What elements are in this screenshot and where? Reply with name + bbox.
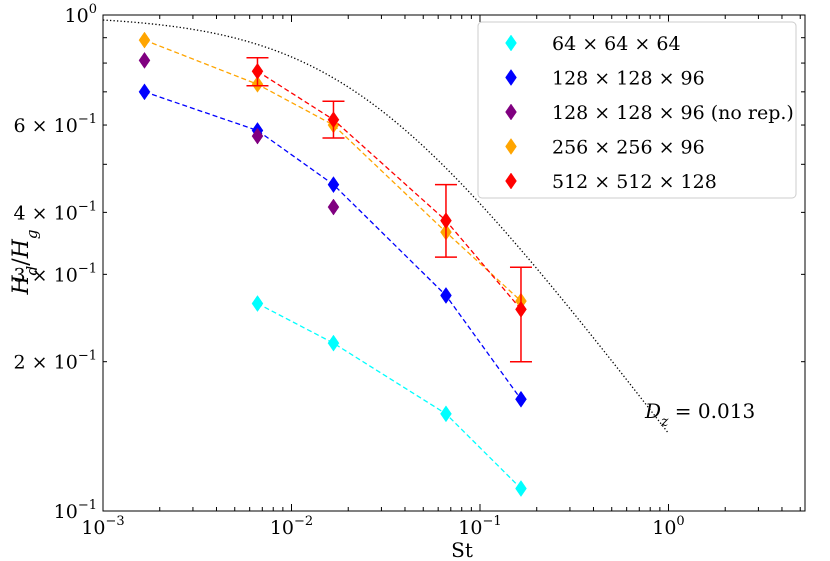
legend-marker	[505, 69, 517, 86]
series-2	[138, 51, 340, 216]
series-1	[138, 83, 527, 408]
y_ticks-exp: −1	[78, 349, 97, 364]
x_ticks-base: 10	[81, 517, 105, 539]
series-line	[257, 70, 522, 310]
legend-marker	[505, 103, 517, 121]
data-point	[440, 405, 452, 423]
data-point	[440, 287, 452, 304]
y_ticks-coef: 4 ×	[14, 202, 54, 224]
data-point	[251, 62, 264, 80]
legend: 64 × 64 × 64 128 × 128 × 96 128 × 128 × 96…	[477, 21, 797, 199]
y-tick-label: 6 × 10−1	[14, 112, 97, 137]
x-tick-label: 10−2	[270, 514, 313, 539]
x_ticks-base: 10	[270, 517, 294, 539]
x_ticks-base: 10	[652, 517, 676, 539]
data-point	[138, 51, 151, 69]
y_ticks-coef: 6 ×	[14, 115, 54, 137]
data-point	[515, 480, 527, 497]
legend-label: 64 × 64 × 64	[552, 33, 681, 55]
x-tick-label: 10−1	[458, 514, 501, 539]
data-point	[327, 111, 340, 129]
y_ticks-base: 10	[54, 264, 78, 286]
y_ticks-exp: −1	[78, 498, 97, 513]
y_ticks-coef: 2 ×	[14, 352, 54, 374]
annotation-value: = 0.013	[668, 399, 755, 423]
x-axis-label: St	[451, 538, 473, 561]
series-line	[257, 302, 522, 489]
y_ticks-exp: −1	[78, 112, 97, 127]
data-point	[327, 176, 340, 194]
data-point	[327, 198, 340, 216]
legend-label: 128 × 128 × 96	[552, 68, 705, 90]
data-point	[138, 83, 151, 101]
theory-curve	[102, 19, 669, 434]
y-tick-label: 10−1	[54, 498, 97, 523]
y-label-num-sub: d	[23, 266, 41, 276]
y_ticks-exp: 0	[89, 2, 97, 17]
legend-item: 512 × 512 × 128	[505, 171, 717, 193]
x_ticks-exp: −1	[482, 514, 501, 529]
data-point	[138, 31, 151, 49]
data-point	[251, 295, 264, 312]
legend-box	[477, 21, 797, 199]
y-tick-label: 3 × 10−1	[14, 261, 97, 286]
y-tick-label: 4 × 10−1	[14, 199, 97, 224]
y-label-num: H	[9, 275, 34, 296]
annotation-sub: z	[660, 414, 669, 430]
x_ticks-exp: 0	[676, 514, 684, 529]
legend-label: 256 × 256 × 96	[552, 137, 705, 159]
annotation-dz: Dz = 0.013	[644, 399, 755, 430]
data-point	[440, 212, 452, 230]
series-0	[251, 295, 527, 497]
plot-area	[102, 19, 669, 497]
x-tick-label: 10−3	[81, 514, 124, 539]
legend-marker	[505, 34, 517, 52]
legend-label: 512 × 512 × 128	[552, 171, 717, 193]
data-point	[515, 390, 527, 408]
legend-item: 128 × 128 × 96 (no rep.)	[505, 102, 794, 124]
y-label-den: H	[9, 238, 34, 259]
data-point	[515, 300, 527, 318]
x_ticks-exp: −3	[106, 514, 125, 529]
series-line	[144, 39, 522, 302]
y_ticks-base: 10	[54, 501, 78, 523]
legend-marker	[505, 138, 517, 155]
legend-item: 128 × 128 × 96	[505, 68, 705, 90]
series-4	[246, 56, 532, 363]
x_ticks-exp: −2	[294, 514, 313, 529]
data-point	[251, 127, 264, 145]
y_ticks-coef: 3 ×	[14, 264, 54, 286]
y_ticks-exp: −1	[78, 199, 97, 214]
legend-item: 64 × 64 × 64	[505, 33, 681, 55]
y_ticks-base: 10	[54, 202, 78, 224]
y-label-slash: /	[9, 258, 34, 266]
legend-label: 128 × 128 × 96 (no rep.)	[552, 102, 794, 124]
x_ticks-base: 10	[458, 517, 482, 539]
legend-item: 256 × 256 × 96	[505, 137, 705, 159]
y-axis-label: Hd/Hg	[9, 229, 41, 295]
data-point	[327, 334, 340, 352]
x-tick-label: 100	[652, 514, 684, 539]
y-tick-label: 2 × 10−1	[14, 349, 97, 374]
y_ticks-base: 10	[54, 352, 78, 374]
y_ticks-base: 10	[54, 115, 78, 137]
legend-marker	[505, 172, 517, 190]
y_ticks-base: 10	[65, 5, 89, 27]
y_ticks-exp: −1	[78, 261, 97, 276]
y-label-den-sub: g	[23, 229, 41, 239]
axes-frame	[102, 14, 806, 512]
annotation-label: D	[644, 399, 661, 423]
y-tick-label: 100	[65, 2, 97, 27]
